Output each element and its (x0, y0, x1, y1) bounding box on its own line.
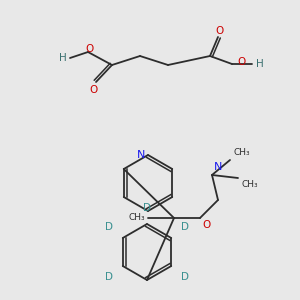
Text: D: D (143, 203, 151, 213)
Text: CH₃: CH₃ (233, 148, 250, 157)
Text: N: N (214, 162, 222, 172)
Text: H: H (256, 59, 264, 69)
Text: O: O (90, 85, 98, 95)
Text: CH₃: CH₃ (242, 180, 259, 189)
Text: O: O (216, 26, 224, 36)
Text: D: D (181, 272, 189, 281)
Text: O: O (202, 220, 210, 230)
Text: O: O (237, 57, 245, 67)
Text: CH₃: CH₃ (128, 214, 145, 223)
Text: D: D (181, 223, 189, 232)
Text: D: D (105, 272, 113, 281)
Text: H: H (59, 53, 67, 63)
Text: D: D (105, 223, 113, 232)
Text: N: N (136, 150, 145, 160)
Text: O: O (86, 44, 94, 54)
